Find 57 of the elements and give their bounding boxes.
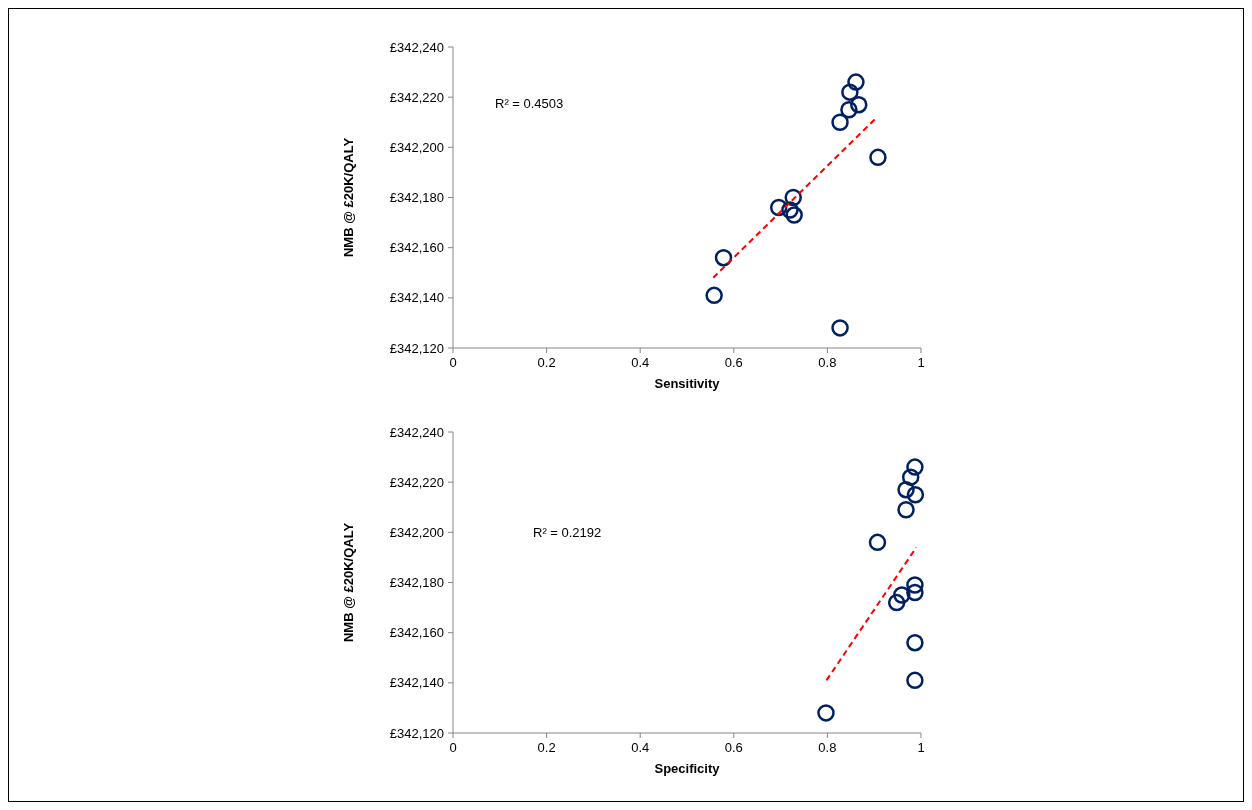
point: [869, 148, 887, 167]
y-axis-title: NMB @ £20K/QALY: [341, 522, 356, 643]
point: [831, 113, 849, 131]
point: [906, 671, 924, 690]
point: [906, 485, 925, 504]
point: [769, 198, 788, 217]
y-tick-label: £342,240: [389, 424, 444, 440]
x-tick-label: 0.6: [724, 740, 743, 755]
y-tick-label: £342,220: [389, 474, 444, 490]
x-tick-label: 0.2: [537, 740, 556, 755]
y-tick-label: £342,220: [389, 89, 444, 105]
x-tick-label: 0: [449, 355, 457, 370]
x-axis-title: Sensitivity: [654, 376, 721, 391]
x-tick-label: 0.6: [724, 355, 743, 370]
annotation: R² = 0.2192: [533, 525, 602, 540]
point: [850, 95, 868, 114]
x-axis-title: Specificity: [654, 761, 721, 776]
point: [897, 480, 915, 499]
y-tick-label: £342,160: [389, 625, 444, 641]
point: [893, 586, 911, 604]
y-axis-title: NMB @ £20K/QALY: [341, 137, 356, 258]
point: [785, 206, 803, 224]
y-tick-label: £342,160: [389, 240, 444, 256]
point: [868, 533, 887, 552]
y-tick-label: £342,180: [389, 190, 444, 206]
point: [841, 83, 859, 101]
y-tick-label: £342,120: [389, 725, 444, 741]
y-tick-label: £342,140: [389, 290, 444, 306]
point: [840, 100, 858, 119]
y-tick-label: £342,180: [389, 575, 444, 591]
x-tick-label: 1: [917, 740, 925, 755]
point: [901, 468, 920, 486]
x-tick-label: 0.4: [631, 355, 650, 370]
y-tick-label: £342,200: [389, 524, 444, 540]
x-tick-label: 0.8: [818, 355, 837, 370]
y-tick-label: £342,200: [389, 139, 444, 155]
x-tick-label: 0.4: [631, 740, 650, 755]
y-tick-label: £342,240: [389, 39, 444, 55]
x-tick-label: 1: [917, 355, 925, 370]
point: [906, 458, 924, 476]
point: [847, 73, 865, 91]
point: [897, 501, 915, 519]
point: [781, 201, 799, 219]
point: [817, 704, 835, 722]
point: [906, 576, 924, 594]
annotation: R² = 0.4503: [495, 96, 564, 111]
point: [887, 593, 906, 612]
point: [906, 583, 924, 602]
y-tick-label: £342,140: [389, 675, 444, 691]
x-tick-label: 0.2: [537, 355, 556, 370]
point: [831, 319, 849, 337]
point: [705, 286, 723, 305]
x-tick-label: 0: [449, 740, 457, 755]
point: [784, 188, 802, 207]
y-tick-label: £342,120: [389, 340, 444, 356]
point: [906, 633, 924, 652]
x-tick-label: 0.8: [818, 740, 837, 755]
